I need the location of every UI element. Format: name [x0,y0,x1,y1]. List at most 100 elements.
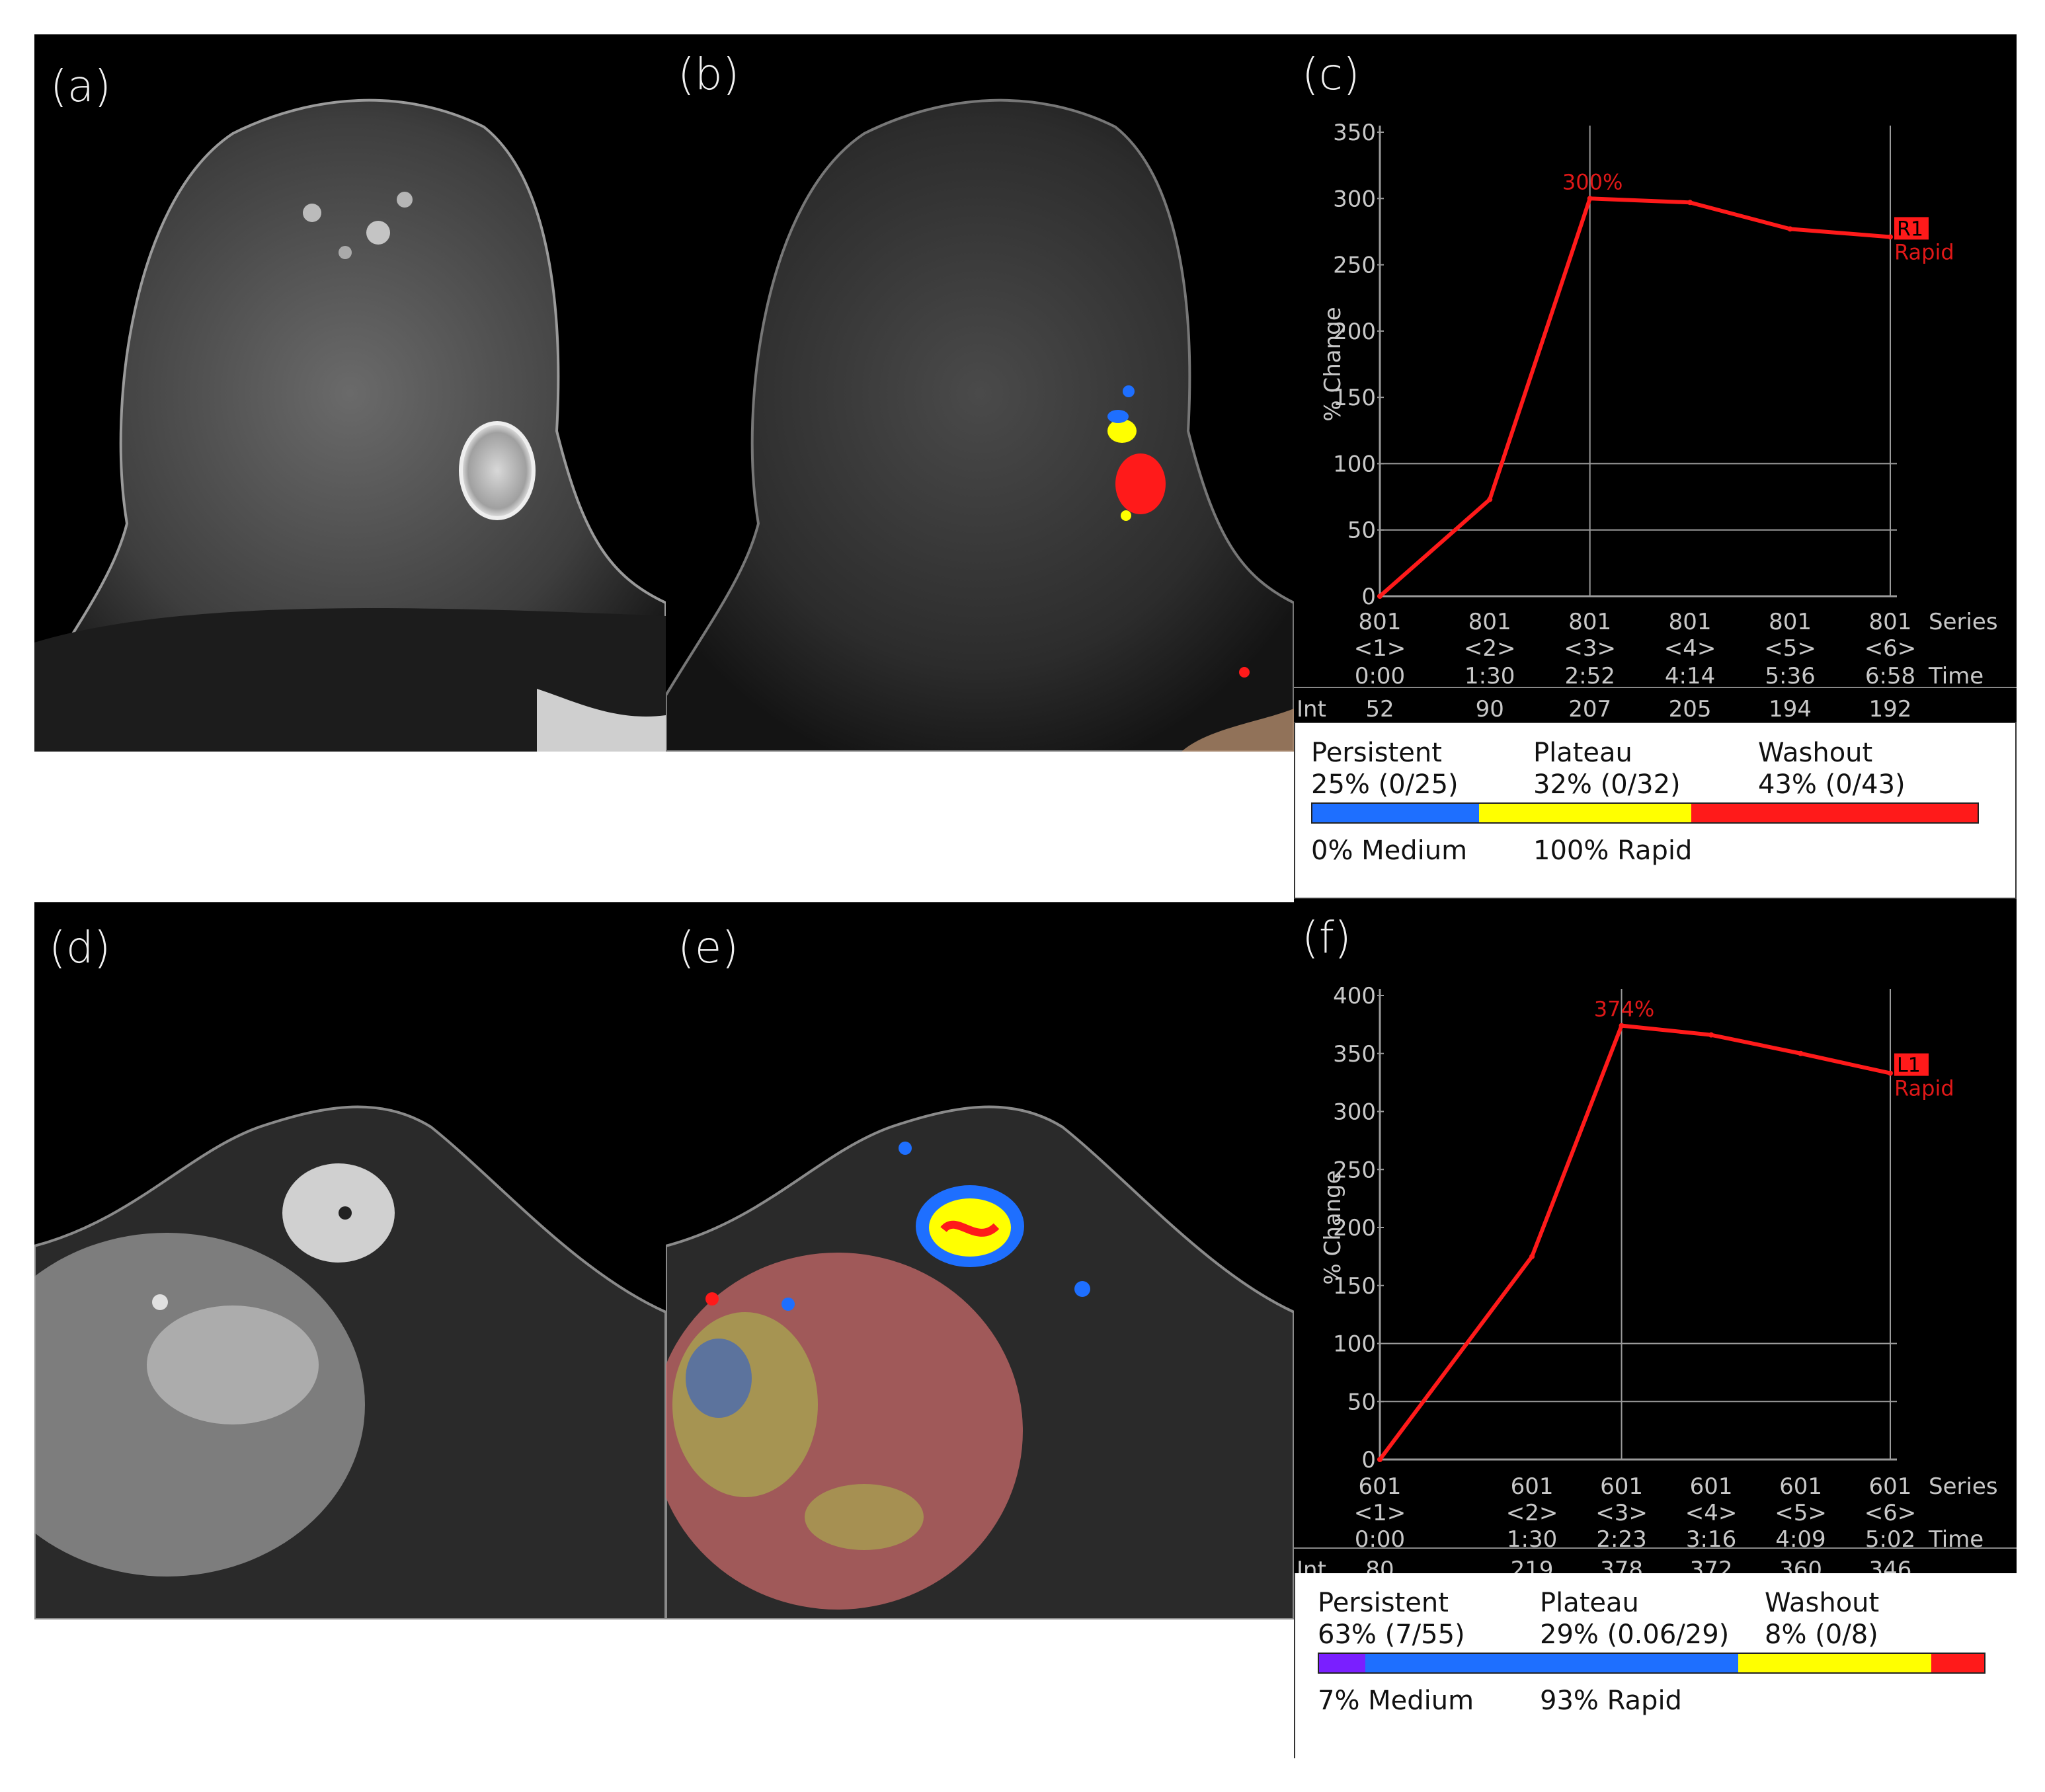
x-index-label: <3> [1595,1500,1648,1526]
y-tick-label: 100 [1333,1331,1376,1358]
x-time-label: 5:36 [1765,663,1815,689]
bar-segment-persistent [1365,1654,1738,1672]
x-series-label: 601 [1779,1473,1822,1500]
bar-segment-persistent [1312,804,1479,822]
x-series-label: 801 [1769,609,1812,635]
mri-image-a [34,98,666,752]
data-point [1787,226,1793,232]
y-tick-label: 150 [1333,385,1376,411]
x-series-label: 801 [1669,609,1712,635]
data-point [1487,496,1493,502]
x-series-label: 801 [1568,609,1611,635]
enhancement-curve-chart-c: 0 50 100 150 200 250 300 350 % Change 300% R1Rapid… [1294,120,2017,722]
y-tick-label: 50 [1347,518,1376,544]
legend-medium: 7% Medium [1318,1686,1474,1716]
int-value: 52 [1365,696,1394,722]
x-time-label: 4:14 [1665,663,1715,689]
x-index-label: <2> [1506,1500,1558,1526]
x-index-label: <5> [1764,635,1816,662]
int-value: 219 [1511,1557,1554,1573]
y-tick-label: 400 [1333,983,1376,1009]
int-value: 90 [1476,696,1504,722]
legend-rapid: 100% Rapid [1533,836,1693,866]
data-point [1529,1253,1535,1259]
curve-tag-label: R1 [1897,217,1923,241]
kinetic-legend-f: Persistent 63% (7/55) Plateau 29% (0.06/… [1294,1573,2017,1758]
mri-image-d [34,1105,666,1619]
legend-washout-value: 8% (0/8) [1765,1619,1878,1650]
chart-panel-f: (f) 0 50 100 150 200 250 300 350 400 % Change 374%… [1294,899,2017,1758]
kinetic-legend-c: Persistent 25% (0/25) Plateau 32% (0/32)… [1294,722,2017,899]
peak-value-label: 374% [1594,997,1654,1022]
chart-panel-c: (c) 0 50 100 150 200 250 300 350 % Change 300% R1 R… [1294,34,2017,899]
legend-washout-label: Washout [1765,1588,1880,1618]
bar-segment-plateau [1478,804,1692,822]
data-point [1798,1050,1804,1056]
data-point [1888,1070,1893,1076]
int-value: 192 [1869,696,1912,722]
legend-plateau-value: 29% (0.06/29) [1540,1619,1730,1650]
x-index-label: <1> [1354,1500,1406,1526]
x-index-label: <3> [1564,635,1616,662]
legend-plateau-value: 32% (0/32) [1533,769,1681,800]
x-index-label: <4> [1685,1500,1738,1526]
x-series-label: 801 [1359,609,1402,635]
bar-segment-washout [1931,1654,1984,1672]
legend-plateau-label: Plateau [1533,738,1632,768]
data-point [1587,196,1593,202]
data-point [1708,1032,1714,1038]
y-tick-label: 350 [1333,1041,1376,1068]
panel-label-d: (d) [49,922,111,973]
y-tick-label: 150 [1333,1273,1376,1300]
int-value: 360 [1779,1557,1822,1573]
mri-panel-a: (a) [34,34,666,752]
int-value: 80 [1365,1557,1394,1573]
curve-tag-sub: Rapid [1894,239,1954,264]
y-tick-label: 300 [1333,1099,1376,1126]
x-time-label: 2:52 [1564,663,1615,689]
curve-tag-sub: Rapid [1894,1076,1954,1101]
y-tick-label: 50 [1347,1389,1376,1415]
int-value: 378 [1600,1557,1643,1573]
panel-label-f: (f) [1302,912,1351,963]
panel-label-c: (c) [1302,49,1360,100]
x-index-label: <6> [1865,635,1917,662]
legend-washout-label: Washout [1758,738,1873,768]
data-point [1687,200,1693,206]
mri-panel-e: (e) [666,902,1294,1619]
y-tick-label: 100 [1333,451,1376,477]
x-series-axis-label: Series [1929,609,1998,635]
int-value: 372 [1690,1557,1733,1573]
x-series-label: 601 [1600,1473,1643,1500]
y-tick-label: 250 [1333,253,1376,279]
int-value: 207 [1568,696,1611,722]
x-time-label: 6:58 [1865,663,1915,689]
enhancement-curve-series [1379,196,1891,598]
legend-persistent-label: Persistent [1318,1588,1449,1618]
enhancement-curve-series [1378,1023,1891,1461]
bar-segment-washout [1691,804,1978,822]
data-point [1888,234,1893,240]
x-time-label: 1:30 [1464,663,1515,689]
x-index-label: <1> [1354,635,1406,662]
mri-panel-d: (d) [34,902,666,1619]
data-point [1619,1023,1624,1029]
peak-value-label: 300% [1562,169,1623,194]
x-time-axis-label: Time [1928,663,1984,689]
y-tick-label: 200 [1333,1215,1376,1241]
data-point [1377,1457,1383,1462]
y-axis-label: % Change [1320,307,1346,421]
x-series-label: 601 [1869,1473,1912,1500]
x-series-axis-label: Series [1929,1473,1998,1500]
y-tick-label: 200 [1333,319,1376,345]
y-axis-label: % Change [1320,1170,1346,1284]
curve-tag-box [1894,217,1929,240]
kinetic-color-bar [1318,1653,1985,1674]
mri-panel-b: (b) [666,34,1294,752]
int-value: 346 [1869,1557,1912,1573]
int-row-label: Int [1297,1557,1326,1573]
int-row-label: Int [1297,696,1326,722]
curve-tag-box [1894,1053,1929,1076]
x-series-label: 601 [1690,1473,1733,1500]
legend-rapid: 93% Rapid [1540,1686,1682,1716]
